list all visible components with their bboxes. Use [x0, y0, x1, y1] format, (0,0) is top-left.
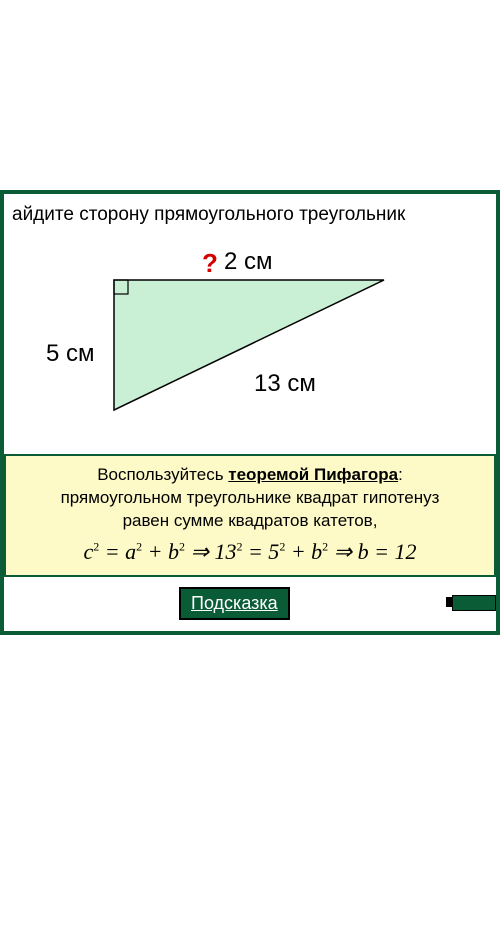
side-label-left: 5 см	[46, 340, 95, 368]
hint-box: Воспользуйтесь теоремой Пифагора: прямоу…	[4, 454, 496, 577]
hint-button[interactable]: Подсказка	[179, 587, 290, 620]
side-label-top: 2 см	[224, 248, 273, 276]
hint-formula: c2 = a2 + b2 ⇒ 132 = 52 + b2 ⇒ b = 12	[10, 537, 490, 567]
side-label-hypotenuse: 13 см	[254, 370, 316, 398]
question-mark-icon: ?	[202, 248, 218, 279]
marker-icon	[452, 595, 496, 611]
hint-line1-suffix: :	[398, 465, 403, 484]
triangle-svg	[94, 260, 414, 440]
hint-theorem-name: теоремой Пифагора	[228, 465, 398, 484]
problem-title: айдите сторону прямоугольного треугольни…	[4, 194, 496, 240]
slide-frame: айдите сторону прямоугольного треугольни…	[0, 190, 500, 635]
hint-line3: равен сумме квадратов катетов,	[10, 510, 490, 533]
hint-line2: прямоугольном треугольнике квадрат гипот…	[10, 487, 490, 510]
hint-line1: Воспользуйтесь теоремой Пифагора:	[10, 464, 490, 487]
triangle-shape	[114, 280, 384, 410]
triangle-diagram: ? 2 см 5 см 13 см	[4, 240, 496, 450]
button-row: Подсказка	[4, 577, 496, 631]
hint-line1-prefix: Воспользуйтесь	[97, 465, 228, 484]
